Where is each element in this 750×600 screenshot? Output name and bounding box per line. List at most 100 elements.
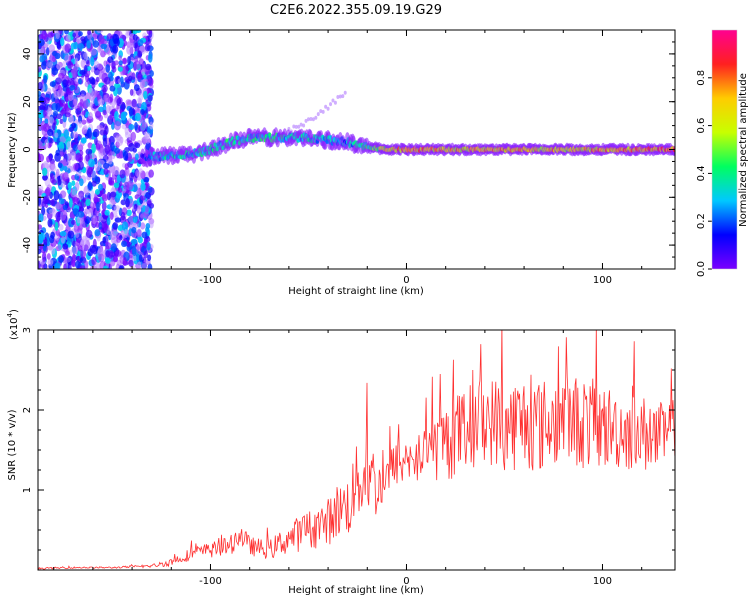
spectrogram-noise-cell	[140, 124, 146, 132]
spectrogram-noise-cell	[43, 74, 48, 84]
spectrogram-branch-cell	[331, 98, 335, 103]
spectrogram-noise-cell	[87, 207, 93, 218]
spectrogram-noise-cell	[49, 81, 56, 88]
spectrogram-noise-cell	[59, 210, 67, 221]
spectrogram-noise-cell	[143, 176, 150, 183]
snr-marks	[38, 330, 675, 570]
spectrogram-noise-cell	[105, 64, 111, 73]
spectrogram-noise-cell	[142, 136, 147, 145]
spectrogram-noise-cell	[80, 36, 86, 42]
spectrogram-noise-cell	[113, 205, 121, 212]
spectrogram-noise-cell	[92, 131, 98, 138]
spectrogram-noise-cell	[146, 30, 153, 35]
spectrogram-noise-cell	[131, 98, 137, 108]
spectrogram-noise-cell	[114, 120, 121, 131]
spectrogram-noise-cell	[67, 61, 74, 70]
spectrogram-noise-cell	[68, 127, 75, 133]
spectrogram-noise-cell	[102, 137, 108, 147]
spectrogram-noise-cell	[73, 77, 80, 85]
spectrogram-noise-cell	[38, 185, 44, 192]
spectrogram-noise-cell	[96, 201, 100, 212]
spectrogram-noise-cell	[141, 101, 147, 111]
spectrogram-noise-cell	[87, 112, 94, 120]
spectrogram-noise-cell	[141, 68, 146, 76]
spectrogram-noise-cell	[145, 135, 151, 144]
spectrogram-noise-cell	[48, 209, 55, 215]
spectrogram-noise-cell	[99, 129, 106, 136]
snr-multiplier: (x104)	[6, 309, 20, 340]
spectrogram-noise-cell	[112, 33, 120, 44]
colorbar-tick-label: 0.8	[696, 70, 707, 86]
spectrogram-noise-cell	[85, 148, 93, 155]
spectrogram-noise-cell	[121, 221, 129, 232]
spectrogram-noise-cell	[58, 224, 64, 231]
spectrogram-noise-cell	[43, 195, 50, 204]
spectrogram-branch-cell	[304, 118, 308, 123]
spectrogram-noise-cell	[92, 40, 100, 48]
spectrogram-noise-cell	[94, 262, 100, 269]
spectrogram-noise-cell	[72, 208, 79, 215]
spectrogram-noise-cell	[38, 232, 46, 241]
spectrogram-noise-cell	[57, 244, 62, 250]
spectrogram-noise-cell	[103, 76, 111, 85]
snr-ytick-label: 2	[22, 407, 33, 413]
spectrogram-noise-cell	[136, 171, 142, 181]
spectrogram-noise-cell	[110, 243, 117, 252]
spectrogram-noise-cell	[67, 230, 75, 239]
spectrogram-noise-cell	[111, 65, 117, 73]
spectrogram-noise-cell	[97, 46, 102, 53]
spectrogram-branch-cell	[329, 102, 333, 107]
spectrogram-noise-cell	[128, 75, 133, 82]
spectrogram-noise-cell	[148, 169, 154, 178]
spectrogram-noise-cell	[86, 40, 91, 49]
spectrogram-noise-cell	[46, 253, 51, 260]
spectrogram-noise-cell	[125, 30, 130, 37]
spectrogram-noise-cell	[55, 30, 60, 40]
spectrogram-branch-cell	[333, 100, 337, 105]
spectrogram-noise-cell	[62, 165, 68, 171]
spectrogram-noise-cell	[130, 131, 137, 142]
spectrogram-noise-cell	[64, 257, 71, 263]
spectrogram-noise-cell	[135, 244, 140, 253]
spectrogram-noise-cell	[62, 243, 69, 250]
spectrogram-noise-cell	[147, 263, 153, 269]
spectrogram-noise-cell	[126, 45, 133, 55]
spectrogram-noise-cell	[112, 229, 118, 237]
spectrogram-noise-cell	[131, 246, 137, 257]
spectrogram-noise-cell	[100, 38, 108, 45]
spectrogram-noise-cell	[104, 144, 111, 155]
spectrogram-noise-cell	[80, 265, 86, 269]
spectrogram-noise-cell	[137, 50, 143, 59]
spectrogram-noise-cell	[73, 144, 78, 152]
spectrogram-noise-cell	[120, 76, 124, 85]
spectrogram-noise-cell	[101, 193, 108, 202]
spectrogram-noise-cell	[41, 30, 48, 41]
spectrogram-trace-cell	[268, 132, 272, 137]
spectrogram-noise-cell	[144, 44, 151, 52]
colorbar-ticks: 0.0 0.2 0.4 0.6 0.8	[696, 29, 738, 277]
spectrogram-noise-cell	[60, 236, 65, 244]
spectrogram-ytick-label: 20	[22, 95, 33, 108]
spectrogram-noise-cell	[58, 255, 64, 263]
spectrogram-noise-cell	[104, 209, 110, 216]
spectrogram-noise-cell	[90, 77, 96, 85]
spectrogram-noise-cell	[67, 181, 72, 190]
spectrogram-noise-cell	[68, 115, 75, 124]
spectrogram-noise-cell	[148, 186, 155, 196]
spectrogram-noise-cell	[64, 43, 72, 53]
spectrogram-noise-cell	[88, 87, 94, 97]
spectrogram-branch-cell	[314, 115, 318, 120]
spectrogram-noise-cell	[41, 206, 46, 216]
spectrogram-branch-cell	[299, 122, 303, 127]
spectrogram-noise-cell	[48, 61, 53, 69]
spectrogram-noise-cell	[102, 236, 107, 244]
spectrogram-noise-cell	[71, 219, 76, 225]
spectrogram-noise-cell	[120, 211, 126, 221]
spectrogram-noise-cell	[75, 152, 82, 162]
snr-multiplier-exp: 4	[6, 312, 14, 317]
spectrogram-branch-cell	[336, 94, 340, 99]
spectrogram-noise-cell	[123, 228, 128, 239]
spectrogram-noise-cell	[64, 250, 71, 256]
spectrogram-noise-cell	[49, 176, 55, 184]
spectrogram-noise-cell	[81, 110, 86, 116]
